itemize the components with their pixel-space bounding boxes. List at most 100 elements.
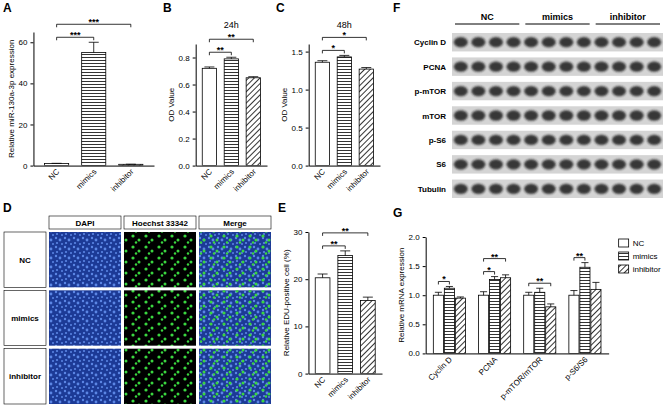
blot-strip [452,180,663,198]
y-tick-label: 0 [23,162,28,171]
error-bar [318,274,328,278]
bar [45,164,69,166]
blot-band [471,135,485,145]
micrograph [199,290,271,345]
blot-band [647,184,661,194]
micrograph-overlay [199,349,271,404]
error-bar [361,68,371,70]
y-tick-mark [305,232,308,233]
significance-label: ** [491,252,499,262]
y-tick-mark [193,139,196,140]
y-tick-label: 40 [19,79,28,88]
micrograph [49,232,121,287]
micrograph [49,290,121,345]
x-axis: NCmimicsinhibitor [309,374,383,401]
blot-band [507,159,521,169]
x-axis: Cyclin D PCNAp-mTOR/mTOR p-S6/S6 [426,354,609,401]
plot: 0.00.51.01.52.0Cyclin DPCNAp-mTOR/mTORp-… [409,233,610,401]
x-axis-line [309,374,383,375]
group-header: inhibitor [610,12,646,22]
y-axis: 0204060 [19,33,34,171]
y-axis-line [309,45,310,167]
y-tick-label: 10 [294,322,303,331]
error-bar [536,288,543,292]
blot-band [471,159,485,169]
error-bar [457,297,464,298]
x-axis-line [309,166,380,167]
y-tick-mark [306,166,309,167]
blot-band [489,61,503,71]
figure: A0204060NCmimicsinhibitor******Relative … [0,0,669,410]
blot-band [630,184,644,194]
y-tick: 1.5 [409,262,426,271]
blot-row-label: Tubulin [418,185,446,194]
panel-letter: E [278,201,286,215]
error-bar [592,282,599,289]
significance-label: * [332,43,336,53]
blot-strip [452,33,663,51]
y-tick-mark [30,42,33,43]
y-tick: 0 [23,162,33,171]
x-tick: p-mTOR/mTOR [498,355,544,401]
x-tick-label: Cyclin D [427,355,455,383]
y-tick-mark [193,58,196,59]
chart-title: 24h [224,20,239,30]
y-tick: 30 [294,228,309,237]
panel-letter: G [393,206,402,220]
y-tick-label: 0.5 [409,320,421,329]
blot-band [630,159,644,169]
x-tick-label: p-S6/S6 [563,355,590,382]
blot-band [559,110,573,120]
bar [82,53,106,166]
bar [246,78,260,166]
y-tick-label: 0 [298,370,303,379]
blot-band [524,86,538,96]
blot-band [507,61,521,71]
panel: G0.00.51.01.52.0Cyclin DPCNAp-mTOR/mTORp… [393,206,661,401]
error-bar [340,251,350,256]
x-tick-label: NC [200,167,215,182]
y-tick-mark [193,166,196,167]
blot-row-label: p-S6 [429,136,447,145]
y-tick-label: 1.5 [292,48,304,57]
y-axis-title: Relative EDU-positive cell (%) [282,249,291,356]
blot-band [542,135,556,145]
y-axis: 0.00.51.01.5 [292,45,310,171]
group-header: mimics [542,12,573,22]
x-tick: mimics [74,167,98,191]
annotations: ******** [438,251,585,287]
blot-band [559,61,573,71]
blot-band [594,135,608,145]
bar [119,164,143,165]
blot-strip [452,131,663,149]
blot-band [647,37,661,47]
bar [224,59,238,166]
y-tick-mark [423,295,426,296]
bar [580,267,590,353]
significance-label: * [343,30,347,40]
blot-band [542,61,556,71]
x-tick: inhibitor [232,167,258,193]
y-tick: 2.0 [409,233,426,242]
blot-strip [452,82,663,100]
y-tick-label: 2.0 [409,233,421,242]
annotations: ****** [57,17,131,40]
y-axis-line [426,238,427,354]
significance-label: ** [342,226,350,236]
blot-row-label: S6 [436,160,446,169]
significance-label: ** [228,32,236,42]
y-tick-label: 0.2 [179,135,191,144]
blot-row-label: PCNA [423,63,446,72]
blot-band [471,61,485,71]
y-tick-label: 0.0 [179,162,191,171]
error-bar [89,42,99,52]
blot-band [612,86,626,96]
x-tick-label: PCNA [477,355,500,378]
y-tick: 0.8 [179,54,196,63]
y-tick-mark [30,83,33,84]
plot: 0102030NCmimicsinhibitor**** [294,226,383,402]
blot-band [507,37,521,47]
bars [202,57,260,165]
y-tick-mark [306,90,309,91]
y-tick-mark [30,124,33,125]
